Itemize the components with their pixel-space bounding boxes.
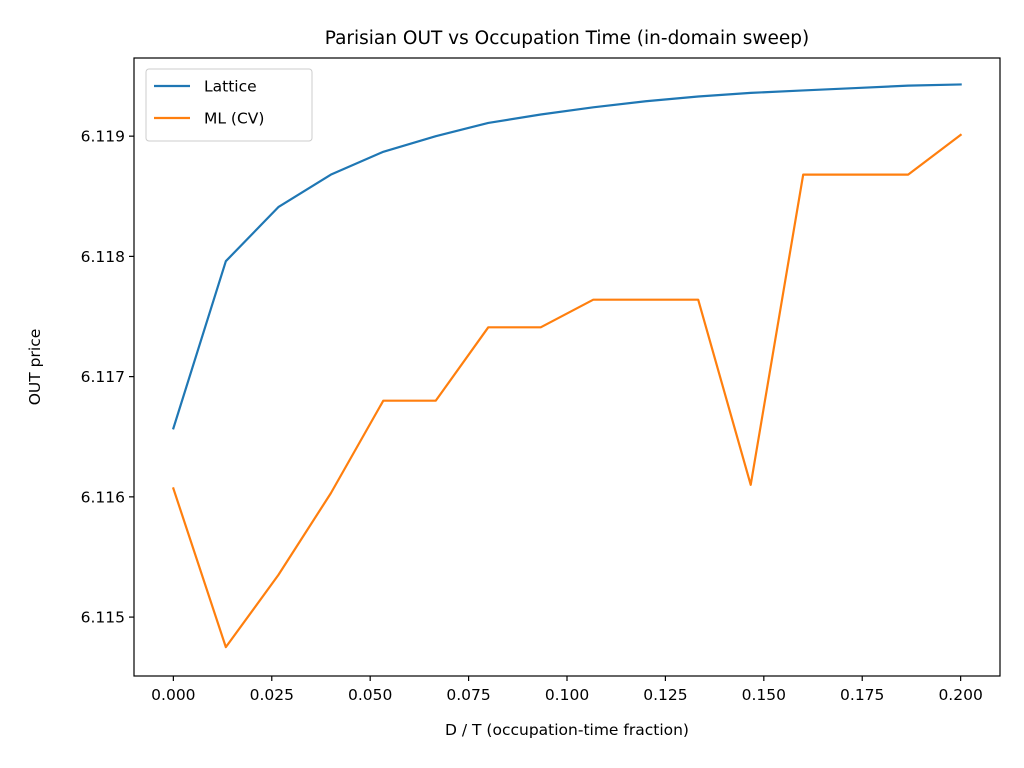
legend: Lattice ML (CV) <box>145 68 313 142</box>
x-tick-label: 0.050 <box>348 686 392 704</box>
y-tick-label: 6.115 <box>81 609 125 627</box>
x-tick-label: 0.000 <box>151 686 195 704</box>
x-tick-label: 0.100 <box>545 686 589 704</box>
x-tick-label: 0.075 <box>446 686 490 704</box>
legend-label: ML (CV) <box>204 110 264 128</box>
y-tick-label: 6.116 <box>81 488 125 506</box>
plot-area <box>134 58 1000 676</box>
x-axis-label: D / T (occupation-time fraction) <box>445 721 689 739</box>
legend-label: Lattice <box>204 78 257 96</box>
series-layer <box>171 83 963 649</box>
y-tick-label: 6.117 <box>81 368 125 386</box>
x-tick-label: 0.150 <box>742 686 786 704</box>
series-line-2 <box>171 133 963 649</box>
x-tick-label: 0.200 <box>938 686 982 704</box>
series-line-1 <box>171 83 962 430</box>
y-axis-label: OUT price <box>26 329 44 406</box>
x-tick-label: 0.125 <box>643 686 687 704</box>
chart-title: Parisian OUT vs Occupation Time (in-doma… <box>325 28 809 49</box>
y-axis: 6.115 6.116 6.117 6.118 6.119 <box>81 128 134 627</box>
x-tick-label: 0.175 <box>840 686 884 704</box>
x-tick-label: 0.025 <box>250 686 294 704</box>
x-axis: 0.000 0.025 0.050 0.075 0.100 0.125 0.150 0.175… <box>151 676 983 704</box>
y-tick-label: 6.118 <box>81 248 125 266</box>
y-tick-label: 6.119 <box>81 128 125 146</box>
